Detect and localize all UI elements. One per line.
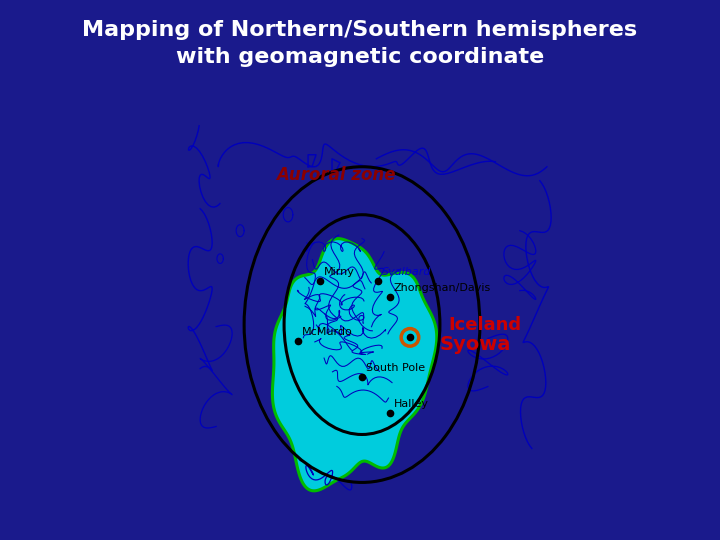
Polygon shape: [272, 239, 437, 491]
Text: with geomagnetic coordinate: with geomagnetic coordinate: [176, 46, 544, 67]
Text: Svalbard: Svalbard: [382, 267, 431, 276]
Text: Mirny: Mirny: [324, 267, 355, 276]
Text: Iceland: Iceland: [448, 315, 521, 334]
Text: Syowa: Syowa: [440, 335, 511, 354]
Text: Mapping of Northern/Southern hemispheres: Mapping of Northern/Southern hemispheres: [82, 19, 638, 40]
Text: Halley: Halley: [394, 399, 429, 409]
Text: McMurdo: McMurdo: [302, 327, 353, 336]
Text: Auroral zone: Auroral zone: [276, 166, 396, 184]
Text: Zhongshan/Davis: Zhongshan/Davis: [394, 282, 491, 293]
Text: South Pole: South Pole: [366, 362, 425, 373]
